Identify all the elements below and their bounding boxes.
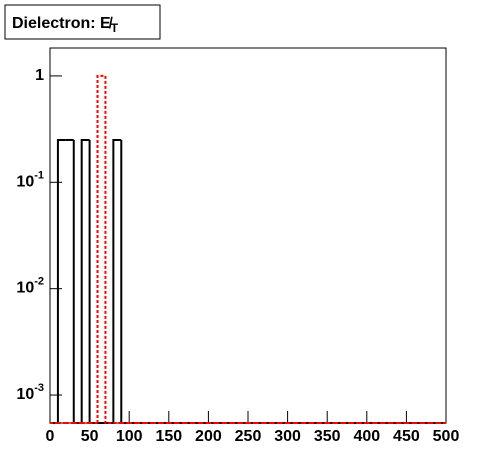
x-tick-label: 300 [274, 428, 301, 445]
histogram-bin [112, 138, 122, 423]
x-tick-label: 250 [235, 428, 262, 445]
x-tick-label: 200 [195, 428, 222, 445]
histogram-bin [80, 138, 90, 423]
histogram-bin [56, 138, 66, 423]
x-tick-label: 500 [433, 428, 460, 445]
x-tick-label: 50 [81, 428, 99, 445]
y-tick-label: 1 [35, 67, 44, 84]
y-tick-label: 10-2 [16, 276, 44, 297]
x-tick-label: 350 [314, 428, 341, 445]
y-tick-label: 10-1 [16, 169, 44, 190]
x-tick-label: 400 [353, 428, 380, 445]
x-tick-label: 450 [393, 428, 420, 445]
x-tick-label: 100 [116, 428, 143, 445]
histogram-bin [96, 74, 106, 423]
title-box [4, 4, 161, 40]
x-tick-label: 0 [46, 428, 55, 445]
chart-title: Dielectron: E̸T [12, 15, 119, 35]
histogram-bin [104, 75, 114, 424]
y-tick-label: 10-3 [16, 382, 44, 403]
x-tick-label: 150 [155, 428, 182, 445]
